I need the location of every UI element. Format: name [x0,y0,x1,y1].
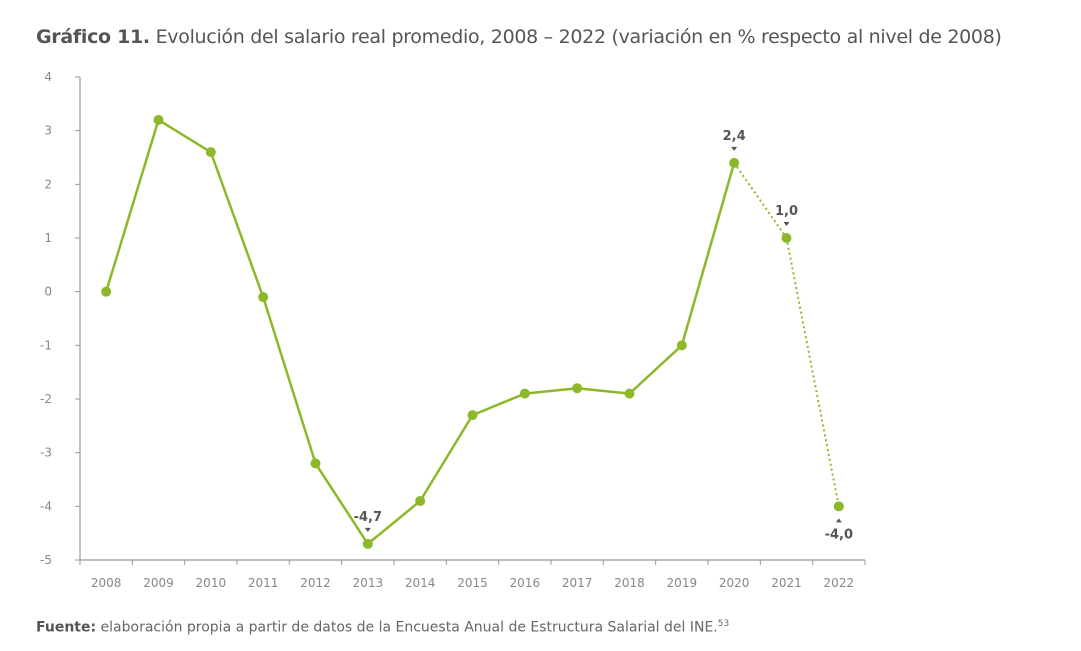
annotation-arrow [783,222,790,226]
line-segment [367,500,421,545]
y-tick-label: 3 [44,124,52,138]
source-text: elaboración propia a partir de datos de … [96,619,718,636]
y-tick-label: -1 [40,338,52,352]
y-tick-label: 4 [44,70,52,84]
y-tick-label: 1 [44,231,52,245]
x-tick-label: 2021 [771,576,802,590]
y-tick-label: -3 [40,446,52,460]
line-segment [472,392,526,417]
data-label: -4,0 [825,527,853,542]
line-segment [628,344,683,395]
data-point [362,538,373,549]
title-text: Evolución del salario real promedio, 200… [149,26,1002,48]
annotation-arrow [731,146,738,151]
line-segment [419,414,474,502]
y-tick-label: 0 [44,285,52,299]
data-label: -4,7 [354,510,382,525]
line-segment [157,118,212,154]
line-segment [680,162,736,346]
x-tick-label: 2013 [353,576,384,590]
y-tick-label: -4 [40,499,52,513]
chart-title: Gráfico 11. Evolución del salario real p… [36,26,1002,48]
line-segment [524,387,578,395]
y-tick-label: 2 [44,177,52,191]
y-tick-label: -2 [40,392,52,406]
y-tick-label: -5 [40,553,52,567]
data-point [572,383,583,394]
x-tick-label: 2017 [562,576,593,590]
x-tick-label: 2009 [143,576,174,590]
x-tick-label: 2010 [196,576,227,590]
data-point [624,388,635,399]
annotation-arrow [835,518,842,523]
x-tick-label: 2018 [614,576,645,590]
data-point [833,501,844,512]
dotted-line-segment [733,162,788,239]
data-point [781,233,792,243]
data-point [729,157,740,168]
x-tick-label: 2019 [667,576,698,590]
x-tick-label: 2011 [248,576,279,590]
title-prefix: Gráfico 11. [36,26,150,48]
footnote-ref: 53 [717,619,730,629]
data-point [310,458,321,469]
data-point [467,410,478,421]
data-point [153,114,164,125]
data-point [258,292,269,303]
data-point [519,388,530,399]
x-tick-label: 2022 [824,576,855,590]
source-note: Fuente: elaboración propia a partir de d… [36,619,729,636]
line-segment [209,151,265,298]
x-tick-label: 2012 [300,576,331,590]
x-tick-label: 2008 [91,576,122,590]
line-segment [577,387,630,395]
data-label: 1,0 [775,204,798,219]
x-tick-label: 2016 [510,576,541,590]
data-point [415,495,426,506]
x-tick-label: 2015 [457,576,488,590]
data-label: 2,4 [723,129,746,144]
annotation-arrow [364,527,371,532]
dotted-line-segment [785,237,840,507]
data-point [205,147,216,158]
x-tick-label: 2014 [405,576,436,590]
data-point [676,340,687,351]
x-tick-label: 2020 [719,576,750,590]
line-segment [261,296,317,464]
line-segment [314,462,369,545]
data-point [101,286,112,297]
source-label: Fuente: [36,619,97,636]
line-segment [104,119,160,293]
